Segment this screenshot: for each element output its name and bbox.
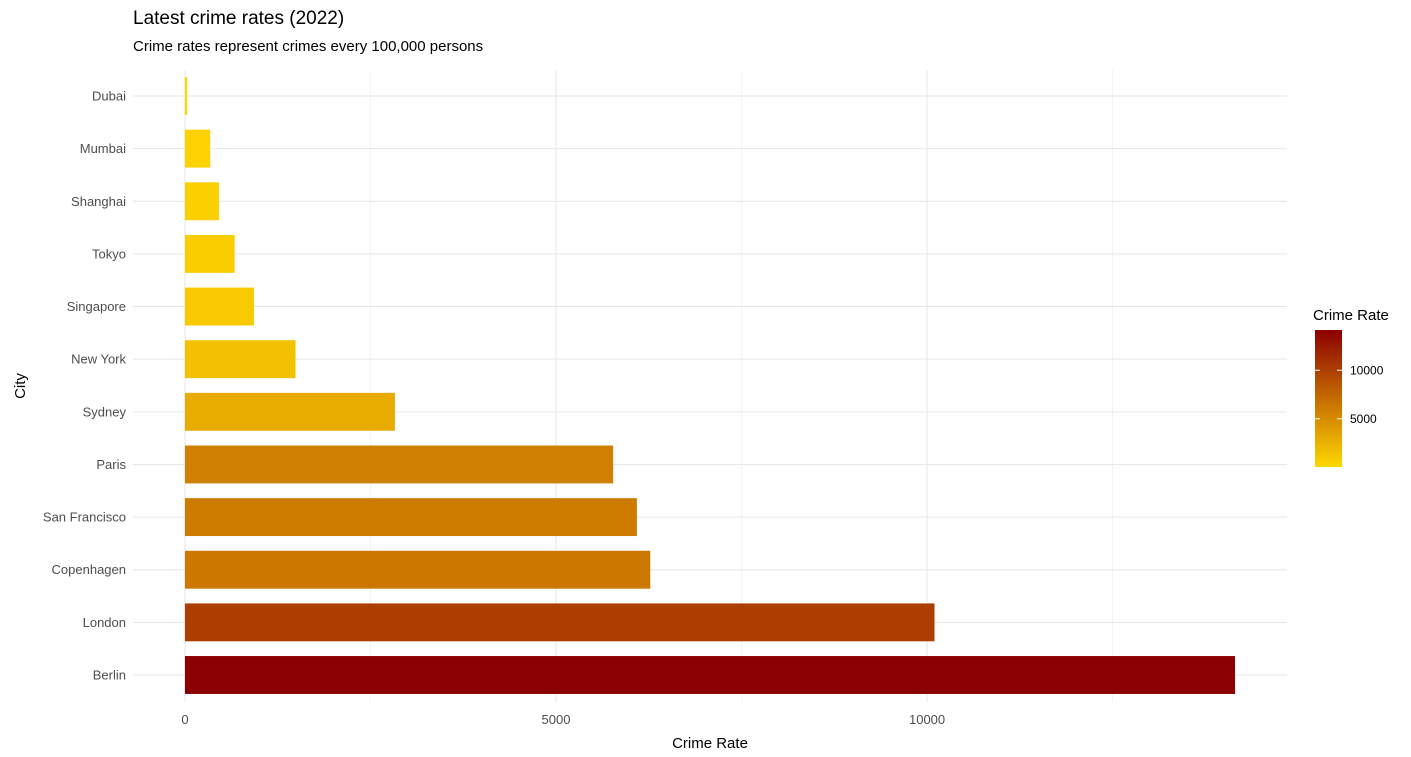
y-tick-label: Tokyo bbox=[92, 246, 126, 261]
bars bbox=[184, 77, 1236, 694]
y-tick-label: Mumbai bbox=[80, 141, 126, 156]
bar-tokyo bbox=[184, 234, 235, 273]
bar-singapore bbox=[184, 287, 254, 326]
legend-tick-label: 10000 bbox=[1350, 363, 1384, 377]
y-axis-labels: Berlin London Copenhagen San Francisco Paris… bbox=[43, 89, 127, 683]
x-axis-labels: 0 5000 10000 bbox=[181, 712, 945, 727]
y-tick-label: Berlin bbox=[93, 668, 126, 683]
color-legend: Crime Rate 5000 10000 bbox=[1313, 307, 1389, 467]
x-tick-label: 5000 bbox=[542, 712, 571, 727]
legend-ticks: 5000 10000 bbox=[1315, 363, 1384, 426]
y-tick-label: London bbox=[83, 615, 126, 630]
y-axis-title: City bbox=[12, 373, 29, 399]
bar-sydney bbox=[184, 392, 395, 431]
legend-tick-label: 5000 bbox=[1350, 412, 1377, 426]
y-tick-label: Shanghai bbox=[71, 194, 126, 209]
y-tick-label: Copenhagen bbox=[52, 562, 126, 577]
bar-paris bbox=[184, 445, 614, 484]
bar-london bbox=[184, 603, 935, 642]
x-tick-label: 10000 bbox=[909, 712, 945, 727]
legend-title: Crime Rate bbox=[1313, 307, 1389, 324]
y-tick-label: New York bbox=[71, 352, 126, 367]
bar-mumbai bbox=[184, 129, 211, 168]
x-axis-title: Crime Rate bbox=[672, 735, 748, 752]
bar-new-york bbox=[184, 340, 296, 379]
y-tick-label: Dubai bbox=[92, 89, 126, 104]
y-tick-label: Singapore bbox=[67, 299, 126, 314]
bar-berlin bbox=[184, 656, 1236, 694]
y-tick-label: Sydney bbox=[83, 404, 127, 419]
bar-san-francisco bbox=[184, 498, 637, 537]
y-tick-label: Paris bbox=[96, 457, 126, 472]
bar-shanghai bbox=[184, 182, 220, 221]
legend-color-bar bbox=[1315, 330, 1342, 467]
chart-subtitle: Crime rates represent crimes every 100,0… bbox=[133, 38, 484, 55]
bar-dubai bbox=[184, 77, 188, 115]
x-tick-label: 0 bbox=[181, 712, 188, 727]
chart-title: Latest crime rates (2022) bbox=[133, 8, 345, 29]
y-tick-label: San Francisco bbox=[43, 510, 126, 525]
bar-copenhagen bbox=[184, 550, 651, 589]
